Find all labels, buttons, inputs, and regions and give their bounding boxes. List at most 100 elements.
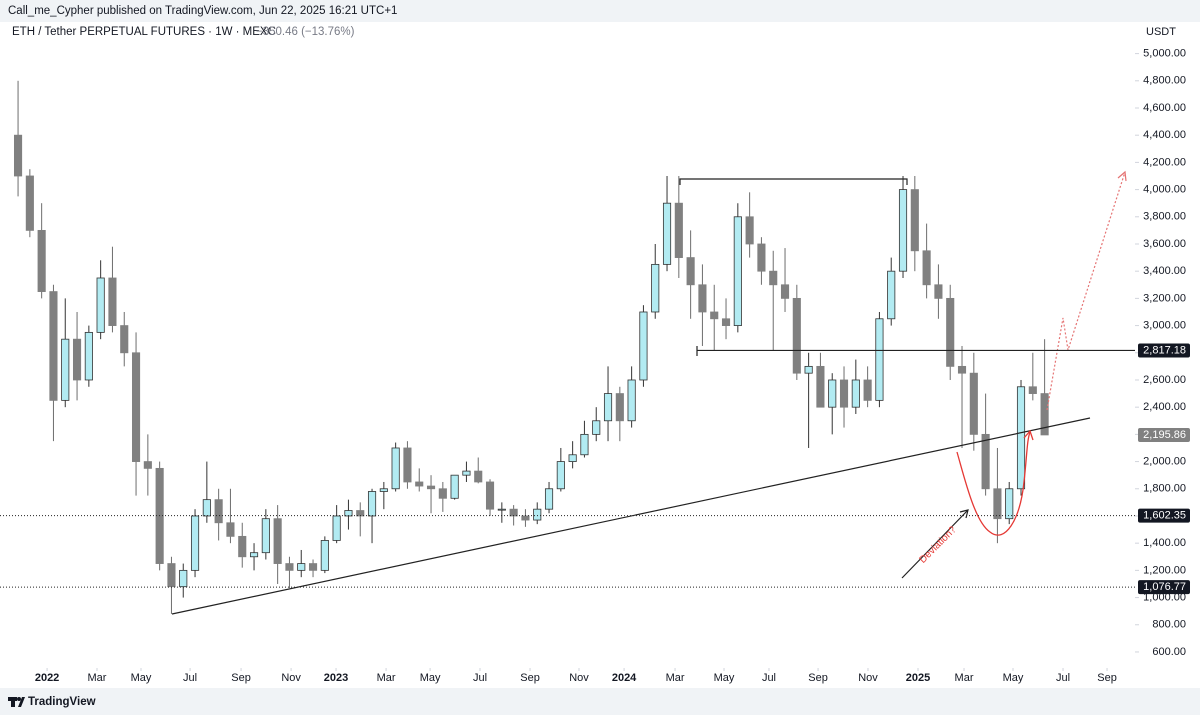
- x-tick-label: Jul: [762, 672, 776, 684]
- candle-body: [485, 481, 495, 510]
- candle-body: [828, 379, 837, 408]
- candle-body: [898, 189, 908, 272]
- x-tick-label: 2023: [324, 672, 348, 684]
- candle-body: [415, 481, 424, 487]
- candle-body: [875, 318, 884, 401]
- candle-body: [757, 243, 766, 272]
- price-tag-label: 1,602.35: [1143, 510, 1186, 522]
- x-tick-label: Sep: [808, 672, 828, 684]
- price-tag: [1138, 343, 1190, 358]
- x-tick-label: Mar: [88, 672, 107, 684]
- candle-body: [214, 499, 223, 524]
- candle-body: [674, 202, 683, 258]
- y-tick-label: 4,000.00: [1143, 183, 1186, 195]
- candle-body: [769, 270, 778, 286]
- candle-body: [450, 474, 459, 499]
- x-tick-label: May: [420, 672, 441, 684]
- candle-body: [179, 569, 188, 588]
- x-tick-label: May: [714, 672, 735, 684]
- x-tick-label: Jul: [473, 672, 487, 684]
- candle-body: [96, 277, 105, 333]
- y-tick-label: 5,000.00: [1143, 48, 1186, 60]
- range-top: [679, 178, 908, 185]
- candle-body: [37, 229, 46, 292]
- x-tick-label: Nov: [858, 672, 878, 684]
- candle-body: [592, 420, 601, 435]
- candle-body: [190, 515, 200, 571]
- candle-body: [249, 552, 259, 558]
- red-curve: [956, 431, 1031, 536]
- candle-body: [308, 563, 318, 571]
- candle-body: [733, 216, 742, 326]
- candle-body: [533, 508, 542, 521]
- y-tick-label: 3,600.00: [1143, 238, 1186, 250]
- logo: [8, 697, 25, 707]
- candle-body: [839, 379, 849, 408]
- candle-body: [969, 372, 978, 435]
- black-arrow: [901, 509, 969, 579]
- x-tick-label: Sep: [1097, 672, 1117, 684]
- candle-body: [1040, 393, 1049, 436]
- candle-body: [238, 535, 247, 558]
- annotation: Deviation?: [917, 524, 958, 565]
- candle-body: [462, 470, 471, 476]
- candle-body: [509, 508, 518, 517]
- y-tick-label: 1,000.00: [1143, 591, 1186, 603]
- red-arrowhead: [1023, 429, 1034, 441]
- price-tag: [1138, 508, 1190, 523]
- price-tag-label: 2,817.18: [1143, 344, 1186, 356]
- bottom-bar: [0, 688, 1200, 715]
- candle-body: [662, 202, 672, 265]
- y-tick-label: 4,200.00: [1143, 156, 1186, 168]
- candle-body: [273, 518, 282, 564]
- y-tick-label: 1,400.00: [1143, 537, 1186, 549]
- candle-body: [651, 263, 660, 313]
- candle-body: [497, 508, 506, 511]
- candle-body: [745, 216, 754, 245]
- x-tick-label: Nov: [281, 672, 301, 684]
- candle-body: [72, 338, 82, 381]
- y-tick-label: 2,000.00: [1143, 455, 1186, 467]
- x-tick-label: May: [131, 672, 152, 684]
- candle-body: [438, 488, 447, 499]
- y-tick-label: 4,400.00: [1143, 129, 1186, 141]
- y-tick-label: 600.00: [1152, 646, 1186, 658]
- x-tick-label: Jul: [183, 672, 197, 684]
- candle-body: [202, 499, 211, 517]
- candle-body: [120, 325, 129, 354]
- projection: [1046, 171, 1126, 411]
- candle-body: [320, 540, 329, 571]
- x-tick-label: 2025: [906, 672, 930, 684]
- drawings: [171, 170, 1127, 615]
- candle-body: [226, 522, 235, 537]
- candle-body: [1005, 488, 1014, 520]
- candle-body: [297, 563, 306, 571]
- x-tick-label: Mar: [955, 672, 974, 684]
- candle-body: [131, 352, 141, 462]
- candle-body: [934, 284, 943, 299]
- x-tick-label: Sep: [231, 672, 251, 684]
- x-tick-label: Mar: [666, 672, 685, 684]
- brand: TradingView: [28, 696, 96, 708]
- candle-body: [403, 447, 412, 483]
- x-tick-label: Mar: [377, 672, 396, 684]
- candle-body: [922, 250, 931, 286]
- symbol-title: ETH / Tether PERPETUAL FUTURES · 1W · ME…: [12, 26, 276, 38]
- x-tick-label: 2024: [612, 672, 637, 684]
- candle-body: [957, 365, 967, 374]
- candle-body: [910, 189, 919, 252]
- candle-body: [887, 270, 896, 320]
- candle-body: [710, 311, 719, 320]
- candle-body: [474, 470, 483, 483]
- candle-body: [698, 284, 707, 313]
- x-tick-label: May: [1003, 672, 1024, 684]
- candle-body: [993, 488, 1002, 520]
- candle-body: [1016, 386, 1026, 490]
- candle-body: [108, 277, 117, 326]
- y-tick-label: 3,200.00: [1143, 292, 1186, 304]
- candle-body: [13, 134, 23, 177]
- y-tick-label: 3,000.00: [1143, 319, 1186, 331]
- projection-arrowhead: [1117, 170, 1127, 182]
- y-tick-label: 800.00: [1152, 619, 1186, 631]
